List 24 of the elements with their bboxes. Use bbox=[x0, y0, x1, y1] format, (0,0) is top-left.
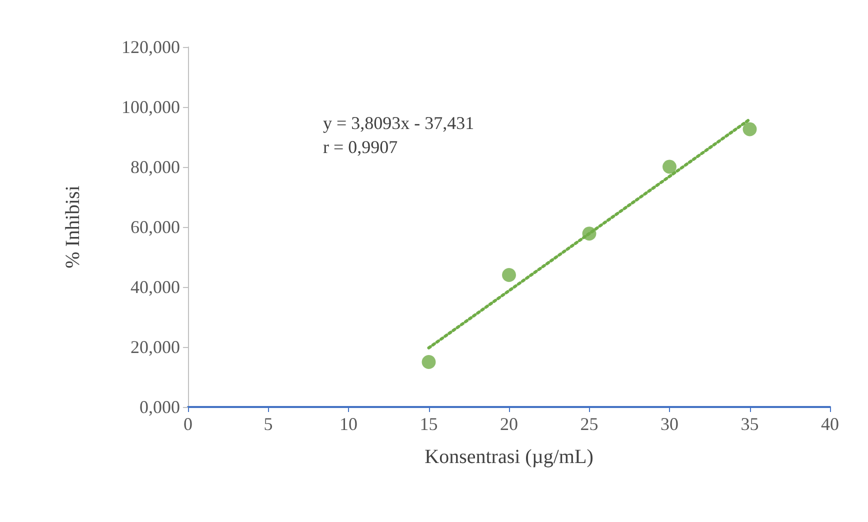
y-tick-label: 100,000 bbox=[122, 97, 180, 117]
x-tick-label: 35 bbox=[740, 414, 759, 434]
x-tick-label: 10 bbox=[340, 414, 358, 434]
y-tick-label: 120,000 bbox=[122, 37, 180, 57]
x-tick-label: 25 bbox=[580, 414, 598, 434]
annotation: r = 0,9907 bbox=[323, 137, 398, 157]
y-tick-label: 80,000 bbox=[130, 157, 180, 177]
x-tick-label: 20 bbox=[500, 414, 518, 434]
x-tick-label: 30 bbox=[660, 414, 678, 434]
annotation: y = 3,8093x - 37,431 bbox=[323, 113, 474, 133]
x-axis-title: Konsentrasi (µg/mL) bbox=[424, 446, 594, 468]
x-tick-label: 5 bbox=[264, 414, 273, 434]
x-tick-label: 40 bbox=[821, 414, 839, 434]
point bbox=[662, 160, 676, 174]
y-tick-label: 60,000 bbox=[130, 217, 180, 237]
y-tick-label: 0,000 bbox=[140, 397, 180, 417]
point bbox=[502, 268, 516, 282]
y-tick-label: 20,000 bbox=[130, 337, 180, 357]
x-tick-label: 15 bbox=[420, 414, 438, 434]
y-axis-title: % Inhibisi bbox=[62, 185, 84, 268]
point bbox=[422, 355, 436, 369]
y-tick-label: 40,000 bbox=[130, 277, 180, 297]
point bbox=[742, 122, 757, 136]
x-tick-label: 0 bbox=[184, 414, 192, 434]
